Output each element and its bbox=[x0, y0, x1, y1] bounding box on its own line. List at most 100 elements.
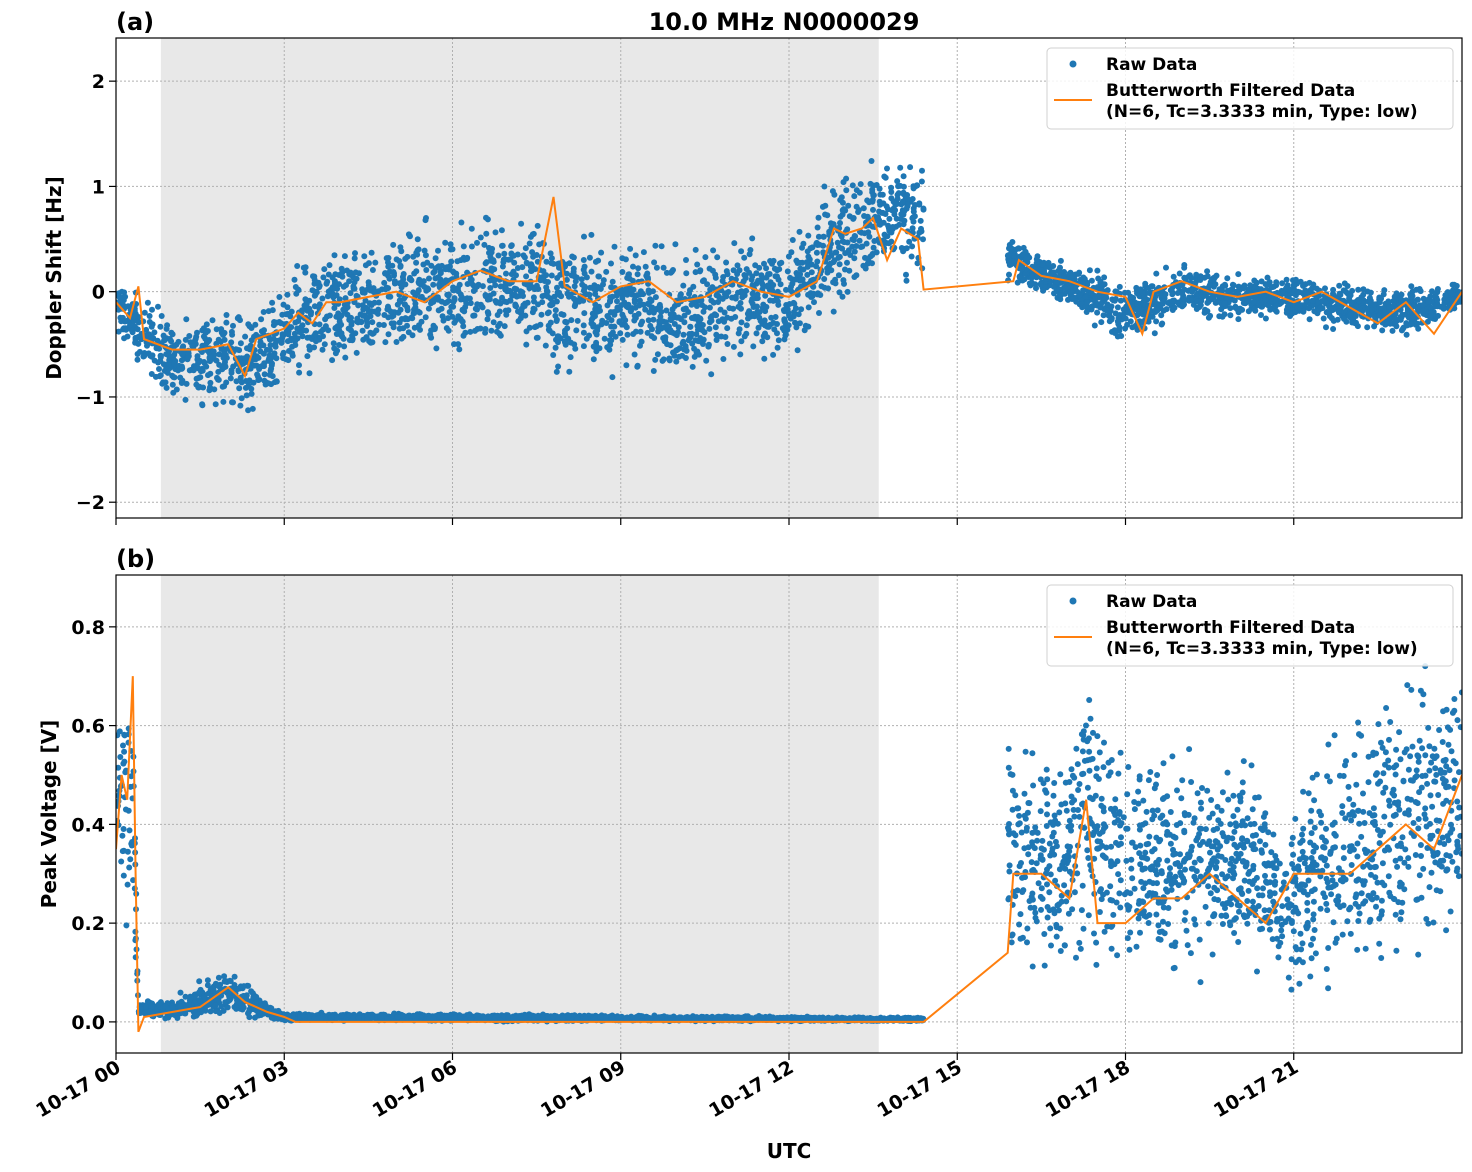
raw-data-point bbox=[505, 307, 512, 314]
raw-data-point bbox=[178, 380, 185, 386]
raw-data-point bbox=[332, 350, 339, 357]
raw-data-point bbox=[813, 249, 820, 256]
raw-data-point bbox=[675, 324, 682, 331]
raw-data-point bbox=[1219, 313, 1226, 320]
x-tick-label: 10-17 06 bbox=[369, 1056, 461, 1122]
raw-data-point bbox=[631, 317, 638, 324]
raw-data-point bbox=[492, 282, 499, 289]
y-tick-label: 0 bbox=[92, 282, 105, 304]
raw-data-point bbox=[1272, 302, 1279, 309]
raw-data-point bbox=[1033, 285, 1039, 292]
raw-data-point bbox=[445, 327, 452, 334]
raw-data-point bbox=[550, 352, 557, 358]
raw-data-point bbox=[316, 301, 323, 308]
legend-raw-label: Raw Data bbox=[1106, 55, 1197, 75]
raw-data-point bbox=[595, 273, 602, 280]
raw-data-point bbox=[1262, 315, 1269, 322]
raw-data-point bbox=[445, 315, 452, 322]
raw-data-point bbox=[1330, 326, 1337, 332]
raw-data-point bbox=[636, 297, 643, 304]
raw-data-point bbox=[179, 365, 186, 372]
raw-data-point bbox=[172, 358, 179, 365]
raw-data-point bbox=[527, 233, 534, 240]
raw-data-point bbox=[415, 287, 422, 294]
raw-data-point bbox=[661, 338, 668, 345]
raw-data-point bbox=[548, 272, 555, 279]
raw-data-point bbox=[708, 371, 715, 378]
raw-data-point bbox=[296, 329, 303, 335]
raw-data-point bbox=[236, 385, 243, 392]
raw-data-point bbox=[332, 285, 339, 292]
raw-data-point bbox=[397, 306, 404, 313]
raw-data-point bbox=[325, 288, 332, 295]
raw-data-point bbox=[223, 312, 230, 318]
raw-data-point bbox=[237, 402, 244, 409]
raw-data-point bbox=[432, 265, 439, 272]
raw-data-point bbox=[415, 308, 422, 315]
raw-data-point bbox=[548, 255, 555, 262]
raw-data-point bbox=[573, 327, 580, 334]
raw-data-point bbox=[220, 354, 227, 361]
raw-data-point bbox=[1427, 313, 1434, 320]
raw-data-point bbox=[450, 303, 457, 310]
raw-data-point bbox=[675, 329, 681, 336]
raw-data-point bbox=[390, 269, 397, 275]
raw-data-point bbox=[745, 315, 751, 322]
raw-data-point bbox=[255, 354, 262, 361]
raw-data-point bbox=[266, 336, 273, 343]
legend-filtered-params: (N=6, Tc=3.3333 min, Type: low) bbox=[1106, 102, 1418, 122]
raw-data-point bbox=[567, 354, 574, 361]
raw-data-point bbox=[538, 311, 545, 318]
raw-data-point bbox=[692, 246, 699, 253]
raw-data-point bbox=[619, 269, 626, 275]
raw-data-point bbox=[689, 363, 696, 370]
raw-data-point bbox=[122, 293, 129, 300]
raw-data-point bbox=[355, 319, 362, 326]
raw-data-point bbox=[433, 345, 440, 352]
raw-data-point bbox=[650, 368, 657, 374]
raw-data-point bbox=[507, 297, 514, 304]
raw-data-point bbox=[331, 280, 338, 287]
raw-data-point bbox=[443, 264, 450, 271]
raw-data-point bbox=[1449, 281, 1456, 288]
raw-data-point bbox=[580, 266, 587, 273]
raw-data-point bbox=[402, 281, 409, 288]
raw-data-point bbox=[1014, 279, 1021, 286]
raw-data-point bbox=[273, 378, 280, 385]
raw-data-point bbox=[798, 306, 805, 313]
raw-data-point bbox=[645, 317, 652, 324]
raw-data-point bbox=[592, 258, 599, 265]
raw-data-point bbox=[622, 322, 629, 329]
raw-data-point bbox=[753, 270, 760, 277]
raw-data-point bbox=[495, 252, 502, 259]
raw-data-point bbox=[1163, 264, 1169, 271]
raw-data-point bbox=[606, 346, 613, 353]
raw-data-point bbox=[238, 395, 245, 402]
raw-data-point bbox=[674, 346, 681, 353]
raw-data-point bbox=[262, 1002, 269, 1009]
raw-data-point bbox=[369, 319, 376, 326]
raw-data-point bbox=[822, 202, 829, 209]
raw-data-point bbox=[544, 293, 551, 300]
y-tick-label: 0.6 bbox=[71, 716, 105, 738]
raw-data-point bbox=[280, 349, 287, 356]
raw-data-point bbox=[266, 347, 273, 354]
raw-data-point bbox=[712, 324, 719, 331]
raw-data-point bbox=[410, 310, 417, 317]
raw-data-point bbox=[497, 332, 504, 339]
raw-data-point bbox=[683, 257, 689, 263]
raw-data-point bbox=[481, 241, 488, 248]
raw-data-point bbox=[418, 293, 425, 300]
raw-data-point bbox=[900, 248, 907, 255]
raw-data-point bbox=[382, 339, 389, 346]
raw-data-point bbox=[702, 254, 709, 261]
raw-data-point bbox=[562, 327, 568, 334]
raw-data-point bbox=[432, 255, 439, 262]
raw-data-point bbox=[385, 331, 392, 338]
x-tick-label: 10-17 00 bbox=[32, 1056, 124, 1122]
raw-data-point bbox=[365, 260, 372, 267]
raw-data-point bbox=[400, 333, 407, 340]
raw-data-point bbox=[382, 286, 389, 293]
raw-data-point bbox=[1258, 312, 1264, 318]
